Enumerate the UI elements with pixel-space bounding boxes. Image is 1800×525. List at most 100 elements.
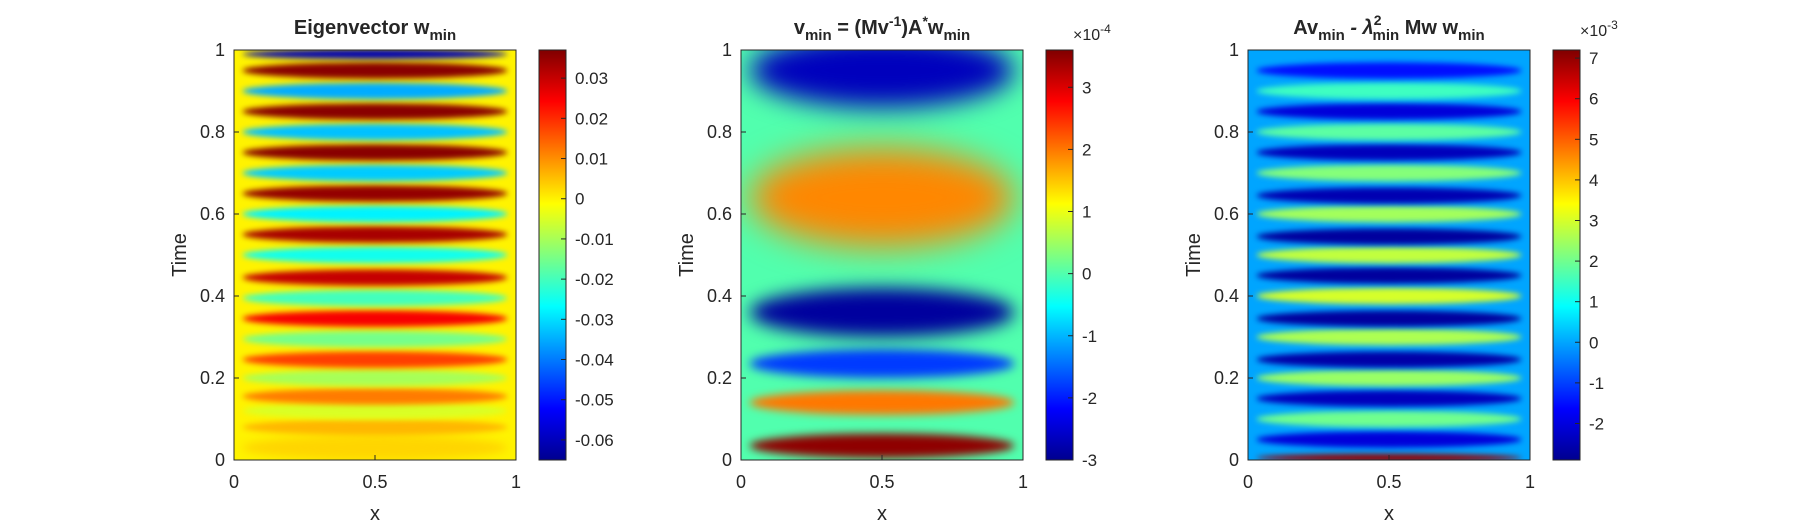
x-tick-label: 0 bbox=[1243, 472, 1253, 492]
colorbar-tick-label: 0 bbox=[575, 190, 584, 209]
y-tick-label: 0.2 bbox=[200, 368, 225, 388]
heatmap-band bbox=[242, 388, 508, 405]
y-tick-label: 0.6 bbox=[1214, 204, 1239, 224]
colorbar-tick-label: 2 bbox=[1082, 140, 1091, 159]
heatmap-band bbox=[749, 148, 1015, 247]
y-tick-label: 0 bbox=[1229, 450, 1239, 470]
x-tick-label: 1 bbox=[511, 472, 521, 492]
heatmap-band bbox=[1256, 228, 1522, 245]
axes-3-ylabel: Time bbox=[1183, 233, 1205, 277]
colorbar-tick-label: 1 bbox=[1082, 203, 1091, 222]
heatmap-band bbox=[749, 349, 1015, 378]
heatmap-band bbox=[1256, 246, 1522, 264]
axes-1-xlabel: x bbox=[370, 503, 380, 525]
heatmap-band bbox=[242, 246, 508, 264]
heatmap-band bbox=[242, 62, 508, 79]
y-tick-label: 0 bbox=[215, 450, 225, 470]
y-tick-label: 0.6 bbox=[200, 204, 225, 224]
y-tick-label: 0.2 bbox=[1214, 368, 1239, 388]
y-tick-label: 1 bbox=[1229, 40, 1239, 60]
y-tick-label: 0.8 bbox=[1214, 122, 1239, 142]
y-tick-label: 0.2 bbox=[707, 368, 732, 388]
colorbar-tick-label: 0 bbox=[1082, 265, 1091, 284]
heatmap-band bbox=[749, 390, 1015, 415]
x-tick-label: 0 bbox=[229, 472, 239, 492]
colorbar-tick-label: -2 bbox=[1589, 414, 1604, 433]
axes-3-xlabel: x bbox=[1384, 503, 1394, 525]
panel-vmin: vmin = (Mv-1)A*wmin 0 0.5 100.20.40.60.81 … bbox=[676, 13, 1111, 525]
heatmap-band bbox=[1256, 267, 1522, 284]
heatmap-3 bbox=[1248, 50, 1530, 460]
colorbar-tick-label: -0.03 bbox=[575, 310, 614, 329]
heatmap-band bbox=[1256, 164, 1522, 182]
heatmap-band bbox=[749, 287, 1015, 337]
heatmap-band bbox=[242, 419, 508, 436]
panel-residual: Avmin - λ2 min Mw wmin 0 0.5 1 0 0.2 0.4 0.6 0.8… bbox=[1183, 12, 1618, 525]
colorbar-tick-label: 0 bbox=[1589, 333, 1598, 352]
heatmap-band bbox=[242, 269, 508, 286]
heatmap-band bbox=[1256, 103, 1522, 120]
panel-3-title: Avmin - λ2 min Mw wmin bbox=[1293, 12, 1484, 44]
x-tick-label: 0 bbox=[736, 472, 746, 492]
heatmap-band bbox=[1256, 205, 1522, 223]
heatmap-band bbox=[242, 103, 508, 120]
colorbar-tick-label: 0.01 bbox=[575, 150, 608, 169]
x-tick-label: 0.5 bbox=[1376, 472, 1401, 492]
y-tick-label: 0.4 bbox=[1214, 286, 1239, 306]
panel-2-title: vmin = (Mv-1)A*wmin bbox=[794, 13, 970, 44]
colorbar-tick-label: -1 bbox=[1589, 374, 1604, 393]
panel-eigenvector: Eigenvector wmin 0 0.5 1 0 0.2 0.4 0.6 0.8 1 x T… bbox=[169, 17, 614, 525]
colorbar-2 bbox=[1045, 49, 1074, 461]
heatmap-band bbox=[242, 226, 508, 243]
heatmap-band bbox=[1256, 310, 1522, 327]
colorbar-tick-label: -0.04 bbox=[575, 351, 614, 370]
colorbar-tick-label: -0.05 bbox=[575, 391, 614, 410]
colorbar-tick-label: 4 bbox=[1589, 171, 1598, 190]
x-tick-label: 1 bbox=[1018, 472, 1028, 492]
y-tick-label: 0.8 bbox=[707, 122, 732, 142]
y-tick-label: 0.8 bbox=[200, 122, 225, 142]
y-tick-label: 0.6 bbox=[707, 204, 732, 224]
x-tick-label: 1 bbox=[1525, 472, 1535, 492]
x-tick-label: 0.5 bbox=[869, 472, 894, 492]
heatmap-band bbox=[242, 164, 508, 182]
axes-2-ylabel: Time bbox=[676, 233, 698, 277]
heatmap-band bbox=[1256, 369, 1522, 387]
heatmap-band bbox=[242, 402, 508, 419]
heatmap-2 bbox=[741, 50, 1023, 460]
heatmap-band bbox=[1256, 287, 1522, 305]
colorbar-tick-label: -2 bbox=[1082, 389, 1097, 408]
heatmap-band bbox=[1256, 390, 1522, 407]
heatmap-band bbox=[242, 205, 508, 223]
axes-3-ticks: 0 0.5 1 0 0.2 0.4 0.6 0.8 1 bbox=[1214, 40, 1535, 492]
colorbar-3-exponent: ×10-3 bbox=[1580, 18, 1618, 40]
colorbar-tick-label: 6 bbox=[1589, 90, 1598, 109]
heatmap-band bbox=[242, 50, 508, 60]
axes-1-ticks: 0 0.5 1 0 0.2 0.4 0.6 0.8 1 bbox=[200, 40, 521, 492]
y-tick-label: 0.4 bbox=[200, 286, 225, 306]
heatmap-band bbox=[749, 433, 1015, 458]
y-tick-label: 0 bbox=[722, 450, 732, 470]
colorbar-1-ticks: 0.03 0.02 0.01 0 -0.01 -0.02 -0.03 -0.04 -0.05 -0… bbox=[561, 69, 614, 450]
colorbar-tick-label: -1 bbox=[1082, 327, 1097, 346]
colorbar-tick-label: 0.03 bbox=[575, 69, 608, 88]
heatmap-band bbox=[1256, 123, 1522, 141]
x-tick-label: 0.5 bbox=[362, 472, 387, 492]
axes-2-ticks: 0 0.5 1 0 0.2 0.4 0.6 0.8 1 bbox=[707, 40, 1028, 492]
colorbar-tick-label: 0.02 bbox=[575, 109, 608, 128]
heatmap-band bbox=[1256, 431, 1522, 448]
colorbar-tick-label: -0.02 bbox=[575, 270, 614, 289]
colorbar-2-ticks: 3 2 1 0 -1 -2 -3 bbox=[1068, 78, 1097, 470]
colorbar-tick-label: -0.01 bbox=[575, 230, 614, 249]
heatmap-band bbox=[1256, 328, 1522, 346]
heatmap-band bbox=[242, 310, 508, 327]
heatmap-band bbox=[242, 435, 508, 460]
colorbar-tick-label: 1 bbox=[1589, 293, 1598, 312]
y-tick-label: 1 bbox=[722, 40, 732, 60]
heatmap-band bbox=[242, 289, 508, 307]
heatmap-1 bbox=[234, 50, 516, 460]
heatmap-band bbox=[1256, 62, 1522, 79]
colorbar-3-ticks: 7 6 5 4 3 2 1 0 -1 -2 bbox=[1575, 49, 1604, 433]
panel-1-title: Eigenvector wmin bbox=[294, 17, 456, 44]
